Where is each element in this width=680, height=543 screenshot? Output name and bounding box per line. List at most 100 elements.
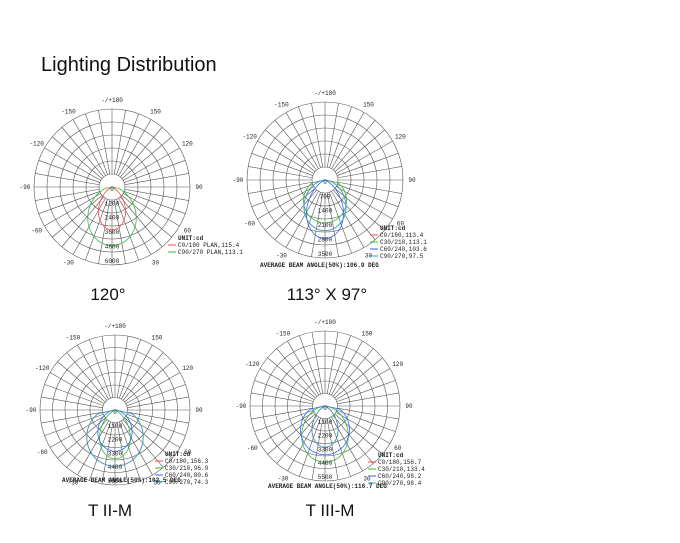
grid-spoke <box>326 192 339 257</box>
radial-label: 2200 <box>108 437 123 444</box>
legend-item: C0/180,113.4 <box>380 232 424 239</box>
intensity-curve <box>86 409 144 467</box>
legend-item: C30/210,113.1 <box>380 239 427 246</box>
angle-label: 90 <box>195 184 203 191</box>
grid-spoke <box>124 188 189 201</box>
grid-spoke <box>120 344 153 400</box>
grid-spoke <box>85 199 108 261</box>
angle-label: -60 <box>247 445 258 452</box>
grid-spoke <box>123 147 180 181</box>
caption: T II-M <box>88 501 132 520</box>
grid-spoke <box>101 422 114 484</box>
grid-spoke <box>122 352 164 401</box>
grid-spoke <box>41 396 103 409</box>
angle-label: 60 <box>184 228 192 235</box>
intensity-curve <box>99 409 131 460</box>
radial-label: 1100 <box>318 419 333 426</box>
grid-spoke <box>337 181 402 194</box>
legend-item: C90/270,97.5 <box>380 253 424 260</box>
grid-spoke <box>267 357 316 399</box>
angle-label: 120 <box>392 361 403 368</box>
radial-label: 5500 <box>318 474 333 481</box>
angle-label: -60 <box>37 449 48 456</box>
radial-label: 3300 <box>108 450 123 457</box>
grid-spoke <box>334 413 383 455</box>
grid-spoke <box>61 127 104 178</box>
grid-spoke <box>251 153 313 176</box>
legend-item: C30/210,133.4 <box>378 466 425 473</box>
intensity-curve <box>300 405 350 456</box>
grid-spoke <box>248 181 313 194</box>
grid-spoke <box>326 418 339 480</box>
grid-spoke <box>287 340 320 396</box>
grid-spoke <box>337 153 399 176</box>
legend-item: C60/240,103.6 <box>380 246 427 253</box>
angle-label: 150 <box>150 109 161 116</box>
angle-label: -60 <box>244 221 255 228</box>
radial-label: 3500 <box>318 251 333 258</box>
caption: 120° <box>90 285 125 304</box>
grid-spoke <box>331 191 365 248</box>
grid-spoke <box>101 336 114 398</box>
grid-spoke <box>44 147 101 181</box>
radial-label: 0 <box>323 405 327 412</box>
grid-spoke <box>61 196 104 247</box>
angle-label: 30 <box>152 259 160 266</box>
radial-label: 2400 <box>105 215 120 222</box>
grid-spoke <box>311 332 324 394</box>
grid-spoke <box>265 129 316 172</box>
legend-item: C90/270,74.3 <box>165 479 209 486</box>
caption: 113° X 97° <box>287 285 367 304</box>
legend-item: C90/270 PLAN,113.1 <box>178 249 243 256</box>
grid-spoke <box>254 409 314 432</box>
angle-label: -150 <box>274 102 289 109</box>
grid-spoke <box>89 421 112 481</box>
grid-spoke <box>85 113 108 175</box>
grid-spoke <box>127 411 189 424</box>
grid-spoke <box>116 422 129 484</box>
grid-spoke <box>121 195 172 238</box>
grid-spoke <box>259 368 315 401</box>
radial-label: 4800 <box>105 243 120 250</box>
radial-label: 1200 <box>105 200 120 207</box>
grid-spoke <box>337 184 399 207</box>
intensity-curve <box>97 409 133 452</box>
intensity-curve <box>306 179 344 239</box>
grid-spoke <box>49 415 105 448</box>
angle-label: -/+180 <box>101 97 123 104</box>
grid-spoke <box>52 136 103 179</box>
grid-spoke <box>337 392 399 405</box>
angle-label: -150 <box>276 330 291 337</box>
grid-spoke <box>77 420 110 476</box>
angle-label: 30 <box>153 480 161 487</box>
beam-angle: AVERAGE BEAM ANGLE(50%):116.7 DEG <box>268 483 387 490</box>
legend-item: C0/180,156.7 <box>378 459 422 466</box>
angle-label: -120 <box>35 365 50 372</box>
angle-label: -/+180 <box>314 319 336 326</box>
grid-spoke <box>113 199 126 264</box>
grid-spoke <box>334 129 385 172</box>
angle-label: 60 <box>184 449 192 456</box>
grid-spoke <box>52 195 103 238</box>
grid-spoke <box>124 417 173 459</box>
grid-spoke <box>116 336 129 398</box>
angle-label: 90 <box>405 403 413 410</box>
angle-label: 150 <box>363 102 374 109</box>
grid-spoke <box>35 173 100 186</box>
intensity-curve <box>97 186 127 231</box>
angle-label: 90 <box>195 407 203 414</box>
grid-spoke <box>298 106 321 168</box>
grid-spoke <box>57 417 106 459</box>
grid-spoke <box>276 348 318 397</box>
angle-label: 90 <box>408 177 416 184</box>
grid-spoke <box>336 380 396 403</box>
radial-label: 1100 <box>108 423 123 430</box>
grid-spoke <box>125 372 181 405</box>
grid-spoke <box>120 127 163 178</box>
grid-spoke <box>66 352 108 401</box>
grid-spoke <box>329 106 352 168</box>
grid-spoke <box>326 103 339 168</box>
polar-diagram: -/+180 -150 150 -120 120 -90 90 -60 60 -30 30 0 1200… <box>20 97 244 304</box>
grid-spoke <box>251 184 313 207</box>
